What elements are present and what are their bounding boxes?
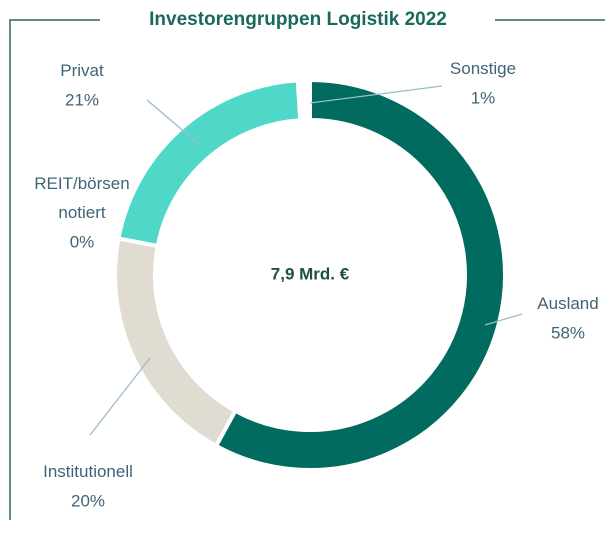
donut-slice <box>116 78 303 249</box>
category-label: Sonstige <box>450 59 516 78</box>
donut-slice <box>295 77 312 123</box>
leader-line <box>309 85 443 104</box>
value-label: 20% <box>71 491 105 510</box>
value-label: 21% <box>65 90 99 109</box>
value-label: 0% <box>70 232 95 251</box>
leader-line <box>146 99 201 146</box>
center-label: 7,9 Mrd. € <box>271 264 350 283</box>
donut-slice <box>213 77 507 472</box>
category-label: Privat <box>60 61 104 80</box>
frame <box>9 19 605 520</box>
category-label: REIT/börsen notiert <box>34 174 129 222</box>
leader-line <box>89 357 151 436</box>
category-label: Ausland <box>537 294 598 313</box>
value-label: 58% <box>551 323 585 342</box>
value-label: 1% <box>471 88 496 107</box>
donut-slice <box>113 236 239 449</box>
leader-line <box>484 313 523 326</box>
chart-title: Investorengruppen Logistik 2022 <box>149 9 447 30</box>
category-label: Institutionell <box>43 462 133 481</box>
